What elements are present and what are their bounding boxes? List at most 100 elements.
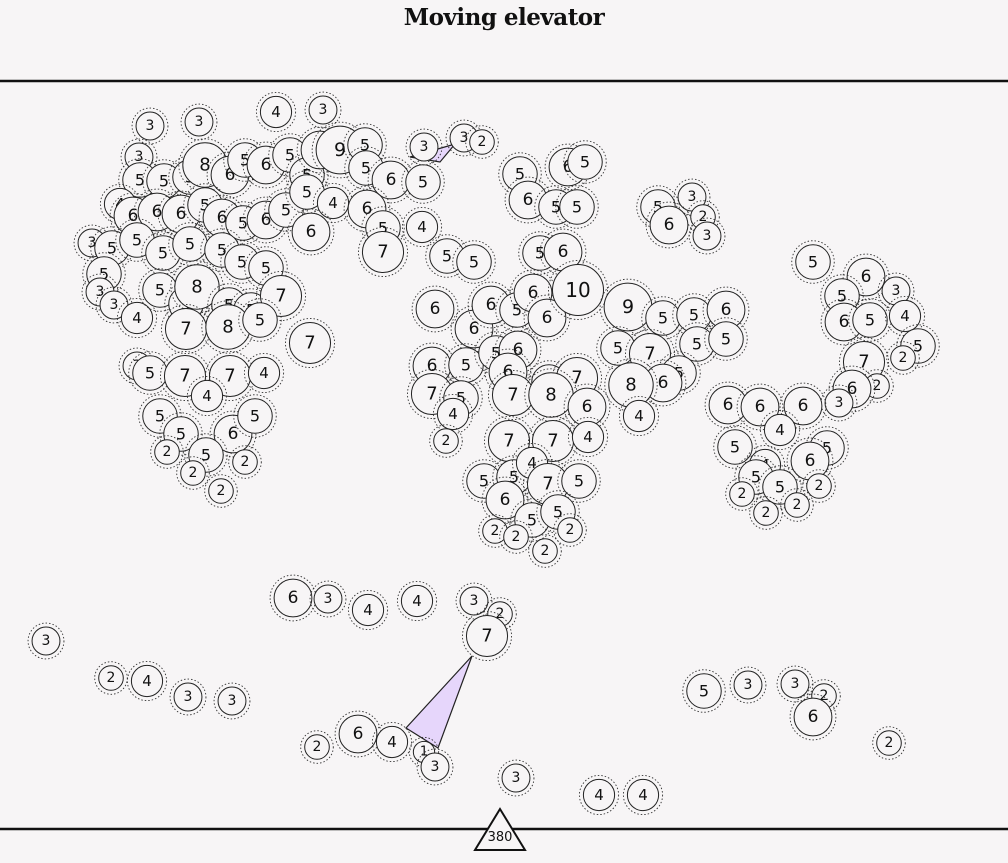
- passenger-node[interactable]: 6: [269, 574, 317, 622]
- node-halo: [170, 260, 224, 314]
- passenger-node[interactable]: 7: [358, 226, 409, 277]
- passenger-node[interactable]: 2: [150, 435, 184, 469]
- node-value-label: 5: [775, 478, 785, 497]
- passenger-node[interactable]: 4: [243, 352, 285, 394]
- passenger-node[interactable]: 4: [432, 393, 474, 435]
- passenger-node[interactable]: 5: [791, 240, 835, 284]
- passenger-node[interactable]: 4: [126, 660, 168, 702]
- passenger-node[interactable]: 10: [548, 260, 608, 320]
- passenger-node[interactable]: 4: [618, 395, 660, 437]
- node-value-label: 7: [503, 431, 514, 452]
- node-value-label: 3: [688, 189, 697, 205]
- passenger-node[interactable]: 2: [749, 496, 783, 530]
- node-halo: [758, 465, 802, 509]
- passenger-node[interactable]: 3: [688, 217, 726, 255]
- passenger-node[interactable]: 6: [287, 208, 335, 256]
- passenger-node[interactable]: 6: [789, 693, 837, 741]
- node-circle: [217, 686, 247, 716]
- passenger-node[interactable]: 5: [233, 394, 277, 438]
- passenger-node[interactable]: 2: [204, 474, 238, 508]
- passenger-node[interactable]: 2: [499, 520, 533, 554]
- passenger-node[interactable]: 3: [27, 622, 65, 660]
- passenger-node[interactable]: 7: [462, 611, 513, 662]
- node-value-label: 5: [456, 389, 466, 408]
- node-halo: [401, 206, 443, 248]
- passenger-node[interactable]: 4: [622, 774, 664, 816]
- passenger-node[interactable]: 6: [334, 710, 382, 758]
- passenger-node[interactable]: 3: [820, 384, 858, 422]
- passenger-node[interactable]: 3: [497, 759, 535, 797]
- passenger-node[interactable]: 4: [759, 409, 801, 451]
- passenger-node[interactable]: 3: [131, 107, 169, 145]
- passenger-node[interactable]: 6: [411, 285, 459, 333]
- passenger-node[interactable]: 3: [169, 678, 207, 716]
- passenger-node[interactable]: 2: [780, 488, 814, 522]
- passenger-node[interactable]: 5: [682, 669, 726, 713]
- node-value-label: 5: [237, 253, 247, 272]
- passenger-node[interactable]: 3: [455, 582, 493, 620]
- passenger-node[interactable]: 6: [736, 383, 784, 431]
- passenger-node[interactable]: 4: [401, 206, 443, 248]
- passenger-node[interactable]: 4: [578, 774, 620, 816]
- passenger-node[interactable]: 5: [713, 425, 757, 469]
- passenger-node[interactable]: 5: [555, 185, 599, 229]
- passenger-node[interactable]: 2: [802, 469, 836, 503]
- passenger-node[interactable]: 7: [160, 304, 211, 355]
- node-halo: [636, 185, 680, 229]
- passenger-node[interactable]: 6: [702, 286, 750, 334]
- passenger-node[interactable]: 6: [481, 476, 529, 524]
- passenger-node[interactable]: 4: [567, 416, 609, 458]
- passenger-node[interactable]: 8: [604, 358, 658, 412]
- passenger-node[interactable]: 3: [213, 682, 251, 720]
- passenger-node[interactable]: 2: [553, 513, 587, 547]
- passenger-node[interactable]: 4: [116, 297, 158, 339]
- passenger-node[interactable]: 5: [401, 160, 445, 204]
- node-value-label: 6: [500, 490, 511, 510]
- passenger-node[interactable]: 4: [255, 91, 297, 133]
- passenger-node[interactable]: 5: [557, 459, 601, 503]
- passenger-node[interactable]: 4: [347, 589, 389, 631]
- passenger-node[interactable]: 2: [228, 445, 262, 479]
- passenger-node[interactable]: 2: [176, 456, 210, 490]
- passenger-node[interactable]: 2: [872, 726, 906, 760]
- passenger-node[interactable]: 7: [285, 318, 336, 369]
- node-halo: [578, 774, 620, 816]
- node-halo: [498, 152, 542, 196]
- passenger-node[interactable]: 5: [168, 222, 212, 266]
- passenger-node[interactable]: 4: [186, 375, 228, 417]
- passenger-node[interactable]: 4: [884, 295, 926, 337]
- node-halo: [432, 393, 474, 435]
- passenger-node[interactable]: 2: [300, 730, 334, 764]
- node-circle: [288, 321, 332, 365]
- passenger-node[interactable]: 5: [452, 240, 496, 284]
- node-halo: [557, 459, 601, 503]
- node-halo: [300, 730, 334, 764]
- passenger-node[interactable]: 5: [563, 140, 607, 184]
- passenger-node[interactable]: 6: [523, 294, 571, 342]
- passenger-node[interactable]: 2: [94, 661, 128, 695]
- passenger-node[interactable]: 5: [238, 298, 282, 342]
- node-value-label: 1: [420, 745, 428, 760]
- passenger-node[interactable]: 2: [725, 477, 759, 511]
- passenger-node[interactable]: 6: [504, 176, 552, 224]
- passenger-node[interactable]: 5: [704, 317, 748, 361]
- node-circle: [649, 205, 689, 245]
- elevator-marker[interactable]: 380: [473, 807, 527, 851]
- passenger-node[interactable]: 6: [645, 201, 693, 249]
- passenger-node[interactable]: 2: [429, 424, 463, 458]
- passenger-node[interactable]: 4: [312, 182, 354, 224]
- passenger-node[interactable]: 2: [886, 341, 920, 375]
- passenger-node[interactable]: 4: [396, 580, 438, 622]
- passenger-node[interactable]: 3: [180, 103, 218, 141]
- passenger-node[interactable]: 3: [405, 128, 443, 166]
- passenger-node[interactable]: 3: [729, 666, 767, 704]
- passenger-node[interactable]: 3: [309, 580, 347, 618]
- passenger-node[interactable]: 3: [416, 748, 454, 786]
- node-value-label: 5: [158, 244, 168, 263]
- passenger-node[interactable]: 2: [528, 534, 562, 568]
- passenger-node[interactable]: 4: [371, 721, 413, 763]
- passenger-node[interactable]: 2: [465, 125, 499, 159]
- node-value-label: 5: [808, 253, 818, 272]
- passenger-node[interactable]: 8: [170, 260, 224, 314]
- node-value-label: 7: [571, 368, 582, 389]
